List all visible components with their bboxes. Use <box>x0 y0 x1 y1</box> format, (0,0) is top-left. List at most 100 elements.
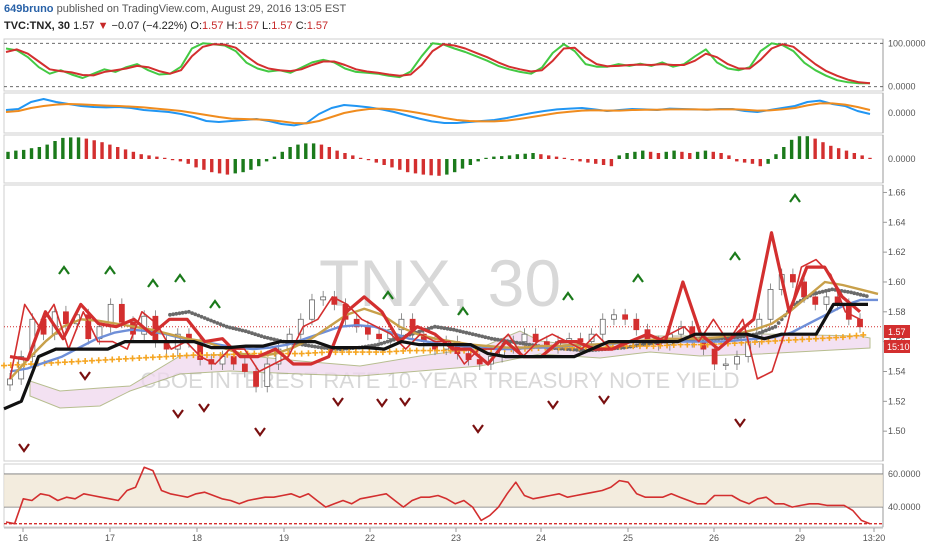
time-tick-label: 13:20 <box>863 533 886 543</box>
candle-body <box>253 371 259 387</box>
buy-chevron-marker <box>147 278 159 288</box>
histogram-bar <box>233 159 237 174</box>
orange-plus-mark <box>346 349 353 356</box>
orange-plus-mark <box>636 343 643 350</box>
buy-chevron-marker <box>632 273 644 283</box>
author-link[interactable]: 649bruno <box>4 3 54 15</box>
candle-body <box>767 289 774 320</box>
histogram-bar <box>547 155 551 159</box>
last-price-badge-text: 1.57 <box>888 327 906 337</box>
orange-plus-mark <box>149 354 156 361</box>
grey-dot <box>767 327 771 332</box>
candle-body <box>789 274 796 283</box>
grey-dot <box>187 309 191 314</box>
histogram-bar <box>578 159 582 162</box>
histogram-bar <box>703 150 708 159</box>
histogram-bar <box>163 157 167 159</box>
histogram-bar <box>641 150 645 159</box>
histogram-bar <box>210 159 214 173</box>
grey-dot <box>237 327 242 332</box>
histogram-bar <box>499 156 504 159</box>
orange-plus-mark <box>833 334 840 341</box>
grey-dot <box>448 327 453 332</box>
grey-dot <box>827 288 831 293</box>
oscillator-tick-label: 60.0000 <box>888 469 921 479</box>
orange-plus-mark <box>427 347 434 354</box>
grey-dot <box>496 337 500 342</box>
orange-plus-mark <box>352 349 359 356</box>
histogram-bar <box>186 159 190 164</box>
time-tick-label: 26 <box>709 533 719 543</box>
grey-dot <box>382 340 387 345</box>
histogram-bar <box>860 155 864 159</box>
symbol-line: TVC:TNX, 30 1.57 ▼ −0.07 (−4.22%) O:1.57… <box>4 20 328 32</box>
macd-line <box>5 98 871 127</box>
symbol-label[interactable]: TVC:TNX, 30 <box>4 20 71 32</box>
orange-plus-mark <box>826 334 833 341</box>
grey-dot <box>234 327 239 331</box>
orange-plus-mark <box>359 349 366 356</box>
histogram-bar <box>288 147 292 159</box>
histogram-bar <box>742 159 747 163</box>
histogram-bar <box>264 159 269 162</box>
open-value: 1.57 <box>202 20 224 32</box>
grey-dot <box>429 325 434 330</box>
candle-body <box>812 296 819 305</box>
chart-area[interactable]: TNX, 30 CBOE INTEREST RATE 10-YEAR TREAS… <box>0 36 932 550</box>
histogram-bar <box>601 159 606 165</box>
histogram-bar <box>774 154 778 159</box>
histogram-bar <box>484 157 488 159</box>
orange-plus-mark <box>14 361 21 368</box>
countdown-badge-text: 15:10 <box>887 342 910 352</box>
histogram-bar <box>492 156 496 159</box>
grey-dot <box>196 313 201 318</box>
candle-body <box>599 318 606 335</box>
grey-dot <box>231 326 236 331</box>
histogram-bar <box>45 144 49 159</box>
orange-plus-mark <box>440 347 447 354</box>
histogram-bar <box>335 150 339 159</box>
histogram-bar <box>131 151 136 159</box>
sell-chevron-marker <box>399 397 411 407</box>
histogram-bar <box>123 149 128 159</box>
grey-dot <box>221 323 226 328</box>
histogram-bar <box>782 147 786 159</box>
grey-dot <box>199 314 204 319</box>
grey-dot <box>379 341 384 346</box>
histogram-bar <box>319 144 324 159</box>
orange-plus-mark <box>116 356 123 363</box>
histogram-bar <box>327 147 331 159</box>
candle-body <box>857 318 863 328</box>
time-tick-label: 18 <box>192 533 202 543</box>
grey-dot <box>470 332 475 337</box>
last-price-badge <box>884 325 910 338</box>
histogram-bar <box>421 159 426 175</box>
grey-dot <box>250 331 254 336</box>
grey-dot <box>820 289 825 294</box>
grey-dot <box>306 343 311 348</box>
candle-body <box>801 281 807 298</box>
candle-body <box>398 318 405 331</box>
grey-dot <box>852 291 857 296</box>
orange-plus-mark <box>846 333 853 340</box>
grey-dot <box>388 338 393 343</box>
histogram-bar <box>272 156 277 159</box>
grey-dot <box>464 330 469 335</box>
histogram-bar <box>680 151 684 159</box>
time-tick-label: 29 <box>795 533 805 543</box>
candle-body <box>532 333 539 343</box>
grey-dot <box>445 326 450 331</box>
histogram-bar <box>695 151 700 159</box>
histogram-bar <box>609 159 614 167</box>
signal-line <box>5 102 871 125</box>
grey-dot <box>256 333 261 338</box>
candle-body <box>722 363 729 366</box>
orange-plus-mark <box>406 347 413 354</box>
candle-body <box>611 314 617 320</box>
grey-dot <box>417 329 421 334</box>
orange-plus-mark <box>305 350 312 357</box>
grey-dot <box>202 316 207 320</box>
candle-body <box>376 333 382 340</box>
price-tick-label: 1.54 <box>888 366 906 376</box>
histogram-bar <box>844 150 849 159</box>
